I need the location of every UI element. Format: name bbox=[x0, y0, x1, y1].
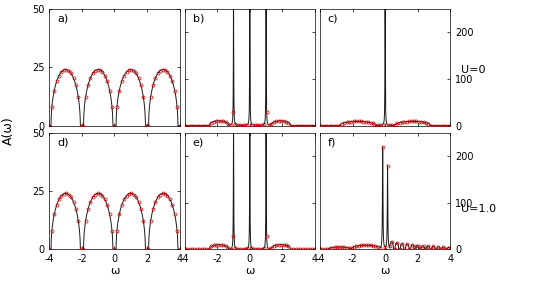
Text: d): d) bbox=[57, 137, 69, 147]
X-axis label: ω: ω bbox=[380, 266, 390, 276]
Text: f): f) bbox=[328, 137, 336, 147]
Text: A(ω): A(ω) bbox=[2, 116, 15, 145]
Text: a): a) bbox=[57, 13, 69, 23]
Text: e): e) bbox=[193, 137, 204, 147]
Text: U=0: U=0 bbox=[461, 65, 486, 75]
Text: b): b) bbox=[193, 13, 204, 23]
X-axis label: ω: ω bbox=[110, 266, 119, 276]
Text: c): c) bbox=[328, 13, 338, 23]
X-axis label: ω: ω bbox=[245, 266, 255, 276]
Text: U=1.0: U=1.0 bbox=[461, 204, 496, 214]
